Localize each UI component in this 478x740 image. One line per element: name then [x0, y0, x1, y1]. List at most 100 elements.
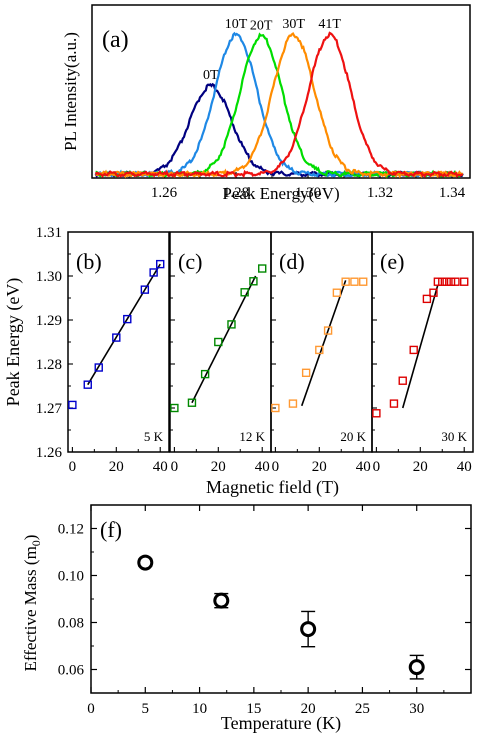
panel-f-ylabel-main: Effective Mass (m	[21, 546, 40, 671]
panel-a-label: (a)	[102, 27, 129, 53]
panel-f-label: (f)	[100, 517, 122, 542]
panel-be-xtick-label: 0	[69, 459, 77, 475]
panel-d-label: (d)	[279, 249, 305, 274]
panel-e-temperature: 30 K	[441, 429, 467, 444]
panel-be-data-point	[372, 409, 381, 418]
panel-be-xtick-label: 40	[153, 459, 168, 475]
panel-f-ylabel-close: )	[21, 535, 40, 541]
panel-be-data-point	[350, 277, 359, 286]
panel-be-xtick-label: 20	[413, 459, 428, 475]
panel-f-xtick-label: 5	[142, 701, 150, 717]
panel-a-series-20T	[95, 32, 464, 179]
panel-be-xtick-label: 20	[211, 459, 226, 475]
panel-be-data-point	[156, 259, 165, 269]
panel-be-ytick-label: 1.27	[36, 401, 63, 417]
panel-be-xtick-label: 0	[171, 459, 179, 475]
panel-f-data-point	[300, 621, 317, 638]
panel-c-label: (c)	[178, 249, 202, 274]
panel-a-series-label: 20T	[250, 18, 273, 33]
panel-be-ytick-label: 1.31	[36, 225, 62, 241]
panel-f-xtick-label: 0	[87, 701, 95, 717]
panels-b-e-peak-energy: 1.26 1.27 1.28 1.29 1.30 1.31 Peak Energy (eV)…	[3, 225, 474, 498]
panel-be-ytick-label: 1.26	[36, 445, 63, 461]
panel-be-data-point	[389, 399, 399, 408]
panel-be-data-point	[187, 398, 197, 407]
panel-be-data-point	[451, 277, 460, 286]
panel-be-data-point	[249, 277, 258, 286]
panel-be-data-point	[200, 369, 210, 379]
panel-a-series-30T	[95, 32, 464, 179]
panel-be-data-point	[112, 333, 121, 342]
panel-a-xtick-label: 1.28	[223, 185, 249, 201]
panel-be-fit-line	[191, 275, 257, 404]
panel-a-xtick-label: 1.30	[295, 185, 321, 201]
panel-be-xtick-label: 20	[109, 459, 124, 475]
panel-a-series-41T	[94, 31, 464, 179]
panel-be-data-point	[429, 288, 438, 297]
panel-e-label: (e)	[380, 249, 404, 274]
panel-d-temperature: 20 K	[340, 429, 366, 444]
panel-f-data-point	[408, 659, 425, 676]
panel-a-series-0T	[94, 82, 464, 179]
panel-be-data-point	[83, 380, 92, 389]
panel-be-data-point	[258, 264, 267, 273]
panel-a-pl-spectra: 1.26 1.28 1.30 1.32 1.34 Peak Energy(eV) PL In…	[61, 4, 471, 203]
panel-be-xlabel: Magnetic field (T)	[206, 477, 339, 498]
panel-f-xtick-label: 15	[246, 701, 261, 717]
panel-be-xtick-label: 20	[312, 459, 327, 475]
panel-a-xtick-label: 1.34	[439, 185, 466, 201]
panel-a-series-label: 0T	[203, 68, 219, 83]
panel-be-data-point	[315, 345, 324, 355]
panel-f-ytick-label: 0.06	[58, 663, 85, 679]
panel-be-data-point	[422, 294, 432, 304]
panel-be-fit-line	[401, 284, 439, 409]
panel-be-data-point	[341, 277, 350, 286]
panel-be-data-point	[398, 376, 407, 385]
panel-be-xtick-label: 40	[255, 459, 270, 475]
panel-f-xlabel: Temperature (K)	[221, 713, 341, 734]
panel-be-data-point	[301, 368, 311, 377]
panel-f-ytick-label: 0.10	[58, 569, 84, 585]
panel-be-data-point	[170, 403, 179, 413]
panel-f-ytick-label: 0.12	[58, 522, 84, 538]
panel-a-series-10T	[94, 31, 464, 178]
panel-a-ylabel: PL Intensity(a.u.)	[61, 32, 80, 151]
panel-f-xtick-label: 10	[192, 701, 207, 717]
panel-be-xtick-label: 0	[373, 459, 381, 475]
panel-be-data-point	[323, 326, 333, 335]
panel-be-data-point	[288, 399, 298, 408]
panel-be-xtick-label: 40	[457, 459, 472, 475]
panel-b-label: (b)	[76, 249, 102, 274]
panel-f-data-point	[213, 592, 230, 609]
panel-be-ytick-label: 1.29	[36, 313, 62, 329]
panel-be-xtick-label: 0	[272, 459, 280, 475]
panel-be-data-point	[123, 314, 132, 324]
panel-be-fit-line	[87, 263, 161, 386]
panel-a-series-label: 30T	[282, 17, 305, 32]
panel-be-data-point	[438, 277, 447, 286]
panel-f-ylabel: Effective Mass (m0)	[21, 535, 43, 672]
panel-be-data-point	[446, 277, 456, 286]
panel-f-xtick-label: 25	[355, 701, 370, 717]
panel-be-data-point	[68, 400, 77, 410]
panel-be-ytick-label: 1.28	[36, 357, 62, 373]
panel-a-frame	[91, 4, 471, 179]
panel-be-data-point	[442, 277, 451, 286]
panel-c-temperature: 12 K	[239, 429, 265, 444]
panel-be-fit-line	[300, 280, 347, 407]
panel-be-data-point	[149, 268, 158, 277]
panel-be-xtick-label: 40	[356, 459, 371, 475]
panel-f-xtick-label: 20	[301, 701, 316, 717]
panel-f-ytick-label: 0.08	[58, 616, 84, 632]
panel-f-effective-mass: 0.06 0.08 0.10 0.12 0 5 10 15 20 25 30 Temperature …	[21, 504, 472, 734]
panel-f-ylabel-subscript: 0	[29, 540, 43, 546]
panel-be-data-point	[214, 337, 223, 347]
panel-f-data-point	[137, 554, 154, 571]
panel-f-xtick-label: 30	[409, 701, 424, 717]
panel-be-data-point	[433, 277, 443, 286]
panel-a-xtick-label: 1.32	[367, 185, 393, 201]
panel-a-series-label: 41T	[318, 17, 341, 32]
panel-a-xlabel: Peak Energy(eV)	[222, 184, 339, 203]
panel-be-data-point	[359, 277, 368, 286]
